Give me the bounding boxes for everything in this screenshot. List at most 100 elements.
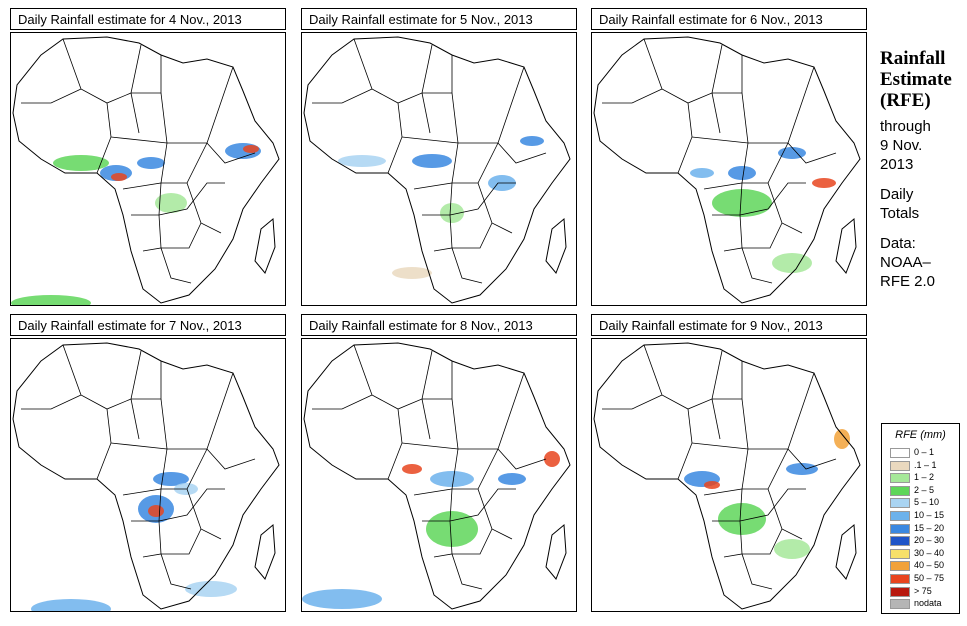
country-border bbox=[451, 66, 525, 144]
legend-swatch bbox=[890, 485, 910, 496]
map-panel-nov5: Daily Rainfall estimate for 5 Nov., 2013 bbox=[301, 8, 577, 306]
country-border bbox=[711, 92, 721, 134]
legend-label: 30 – 40 bbox=[914, 547, 945, 558]
country-border bbox=[477, 182, 513, 234]
country-border bbox=[787, 142, 837, 164]
madagascar-outline bbox=[545, 523, 567, 580]
legend-label: 0 – 1 bbox=[914, 447, 935, 457]
legend-swatch bbox=[890, 586, 910, 597]
rain-area bbox=[440, 203, 464, 223]
rain-area bbox=[392, 267, 432, 279]
country-border bbox=[703, 488, 806, 522]
caption-date-line1: 9 Nov. bbox=[880, 137, 923, 154]
country-border bbox=[96, 408, 112, 480]
africa-map bbox=[593, 342, 861, 610]
legend-label: 1 – 2 bbox=[914, 472, 935, 483]
rainfall-map bbox=[591, 32, 867, 306]
panel-title: Daily Rainfall estimate for 7 Nov., 2013 bbox=[10, 314, 286, 336]
madagascar-outline bbox=[254, 217, 276, 274]
rain-area bbox=[338, 155, 386, 167]
africa-map bbox=[593, 36, 861, 304]
rain-area bbox=[778, 147, 806, 159]
caption-through: through bbox=[880, 118, 931, 135]
country-border bbox=[110, 136, 168, 144]
legend-label: nodata bbox=[914, 598, 942, 609]
legend-swatch bbox=[890, 561, 910, 572]
rain-shading bbox=[31, 472, 237, 611]
country-border bbox=[131, 214, 202, 249]
country-border bbox=[142, 247, 192, 284]
panel-title: Daily Rainfall estimate for 9 Nov., 2013 bbox=[591, 314, 867, 336]
legend-label: 2 – 5 bbox=[914, 484, 935, 495]
country-border bbox=[160, 372, 234, 450]
africa-coastline bbox=[593, 342, 861, 610]
rain-area bbox=[302, 589, 382, 609]
country-border bbox=[387, 408, 403, 480]
country-border bbox=[691, 442, 749, 450]
legend-swatch bbox=[890, 460, 910, 471]
rain-area bbox=[185, 581, 237, 597]
madagascar-outline bbox=[545, 217, 567, 274]
rain-area bbox=[544, 451, 560, 467]
country-border bbox=[643, 344, 723, 410]
rain-area bbox=[148, 505, 164, 517]
country-border bbox=[741, 372, 815, 450]
caption-source-line1: NOAA– bbox=[880, 254, 931, 271]
madagascar-outline bbox=[835, 523, 857, 580]
country-border bbox=[451, 372, 525, 450]
country-border bbox=[451, 448, 499, 490]
country-border bbox=[130, 398, 140, 440]
country-border bbox=[62, 38, 142, 104]
country-border bbox=[401, 136, 459, 144]
rain-shading bbox=[690, 147, 836, 273]
legend-swatch bbox=[890, 574, 910, 584]
map-panel-nov6: Daily Rainfall estimate for 6 Nov., 2013 bbox=[591, 8, 867, 306]
rain-area bbox=[412, 154, 452, 168]
legend-label: 50 – 75 bbox=[914, 573, 945, 583]
legend-swatch bbox=[890, 498, 910, 509]
rainfall-map bbox=[301, 32, 577, 306]
rain-area bbox=[772, 253, 812, 273]
legend-label: 5 – 10 bbox=[914, 497, 940, 508]
africa-map bbox=[302, 342, 571, 610]
africa-map bbox=[11, 36, 280, 305]
rain-area bbox=[690, 168, 714, 178]
country-border bbox=[62, 344, 142, 410]
country-border bbox=[413, 182, 516, 216]
caption-title-line3: (RFE) bbox=[880, 90, 931, 111]
country-border bbox=[142, 553, 192, 590]
rainfall-map bbox=[301, 338, 577, 612]
legend-label: 10 – 15 bbox=[914, 510, 945, 520]
country-border bbox=[433, 553, 483, 590]
rain-area bbox=[774, 539, 810, 559]
panel-title: Daily Rainfall estimate for 5 Nov., 2013 bbox=[301, 8, 577, 30]
country-border bbox=[312, 394, 373, 410]
rain-area bbox=[812, 178, 836, 188]
rain-area bbox=[402, 464, 422, 474]
country-border bbox=[767, 182, 803, 234]
country-border bbox=[131, 361, 162, 400]
rain-area bbox=[243, 145, 259, 153]
country-border bbox=[711, 398, 721, 440]
country-border bbox=[712, 361, 743, 400]
country-border bbox=[497, 448, 547, 470]
caption-source-line2: RFE 2.0 bbox=[880, 273, 936, 290]
country-border bbox=[122, 488, 225, 522]
legend-label: 20 – 30 bbox=[914, 535, 945, 546]
country-border bbox=[421, 398, 431, 440]
map-panel-nov4: Daily Rainfall estimate for 4 Nov., 2013 bbox=[10, 8, 286, 306]
madagascar-outline bbox=[835, 217, 857, 274]
rain-area bbox=[137, 157, 165, 169]
country-border bbox=[787, 448, 837, 470]
country-border bbox=[767, 488, 803, 540]
country-border bbox=[451, 142, 499, 184]
rain-area bbox=[728, 166, 756, 180]
madagascar-outline bbox=[254, 523, 276, 580]
rainfall-map bbox=[591, 338, 867, 612]
caption-title-line1: Rainfall bbox=[880, 48, 946, 69]
caption-totals: Totals bbox=[880, 205, 920, 222]
rain-area bbox=[53, 155, 109, 171]
country-border bbox=[433, 247, 483, 284]
country-border bbox=[21, 88, 82, 104]
